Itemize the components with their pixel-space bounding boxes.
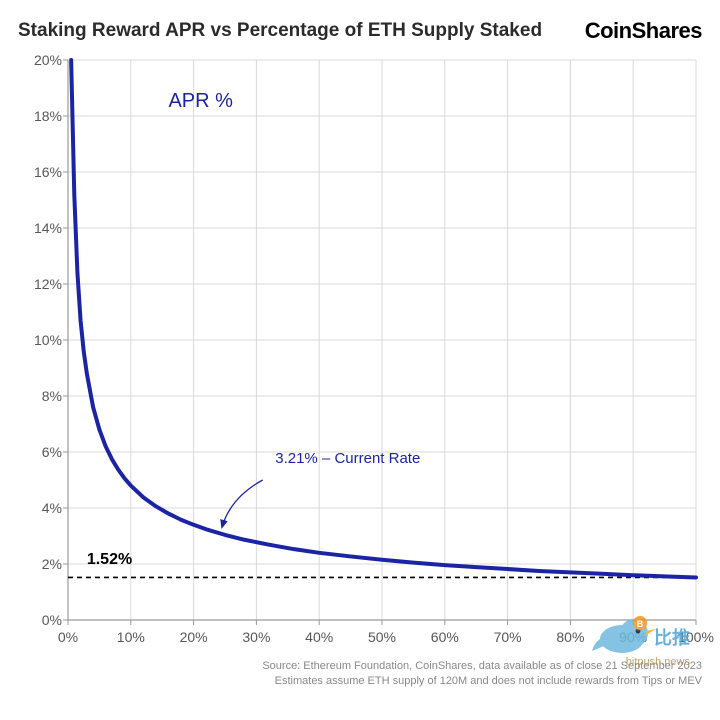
y-tick-label: 20% xyxy=(34,52,62,68)
x-tick-label: 10% xyxy=(117,629,145,645)
x-tick-label: 70% xyxy=(494,629,522,645)
y-tick-label: 6% xyxy=(42,444,62,460)
y-tick-label: 8% xyxy=(42,388,62,404)
series-label: APR % xyxy=(168,90,232,113)
y-tick-label: 4% xyxy=(42,500,62,516)
watermark-sub: bitpush.news xyxy=(626,656,690,668)
y-tick-label: 18% xyxy=(34,108,62,124)
y-tick-label: 14% xyxy=(34,220,62,236)
y-tick-label: 0% xyxy=(42,612,62,628)
x-tick-label: 40% xyxy=(305,629,333,645)
current-rate-annotation: 3.21% – Current Rate xyxy=(275,450,420,467)
x-tick-label: 20% xyxy=(180,629,208,645)
x-tick-label: 60% xyxy=(431,629,459,645)
brand-logo: CoinShares xyxy=(585,18,702,44)
y-tick-label: 12% xyxy=(34,276,62,292)
y-tick-label: 2% xyxy=(42,556,62,572)
x-tick-label: 80% xyxy=(556,629,584,645)
footer-line-2: Estimates assume ETH supply of 120M and … xyxy=(262,674,702,688)
watermark-bird-icon: B xyxy=(590,605,660,660)
y-tick-label: 10% xyxy=(34,332,62,348)
svg-text:B: B xyxy=(637,619,644,629)
x-tick-label: 30% xyxy=(242,629,270,645)
x-tick-label: 0% xyxy=(58,629,78,645)
chart-title: Staking Reward APR vs Percentage of ETH … xyxy=(18,20,542,42)
watermark-text: 比推 xyxy=(654,624,690,650)
y-tick-label: 16% xyxy=(34,164,62,180)
x-tick-label: 50% xyxy=(368,629,396,645)
asymptote-label: 1.52% xyxy=(87,551,132,569)
chart-area: 0% 2% 4% 6% 8% 10% 12% 14% 16% 18% 20% 0% 10% 20% 30% 4… xyxy=(18,54,702,649)
